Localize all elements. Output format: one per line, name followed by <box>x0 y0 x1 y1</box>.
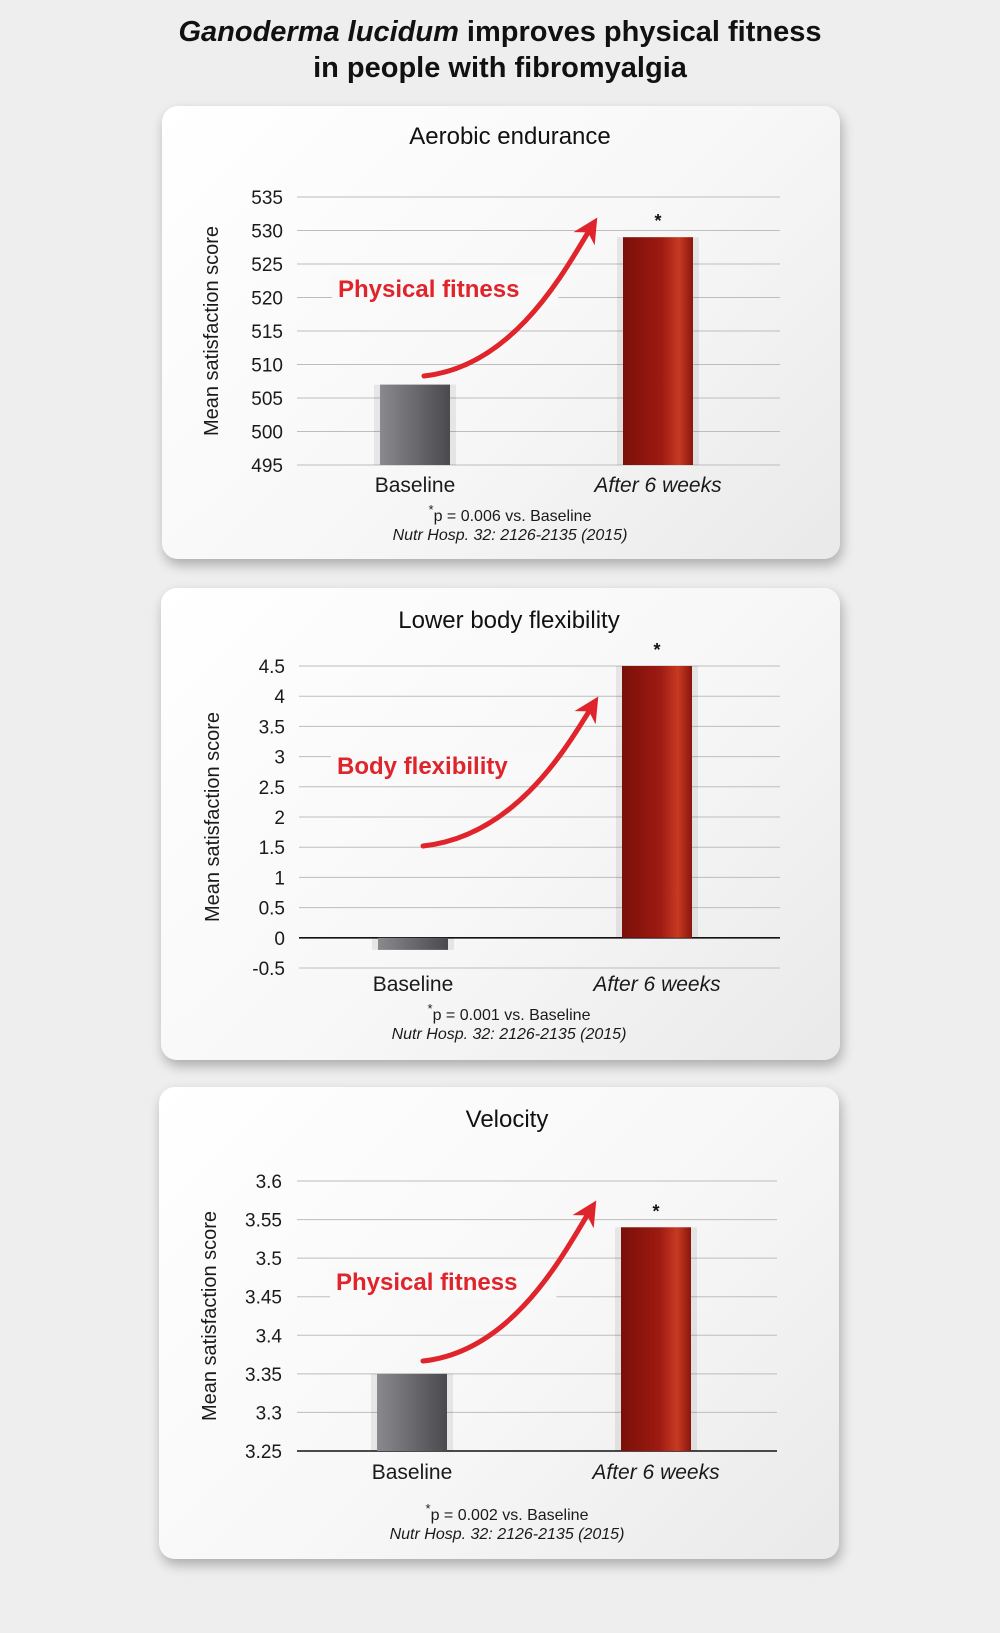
y-axis-label: Mean satisfaction score <box>202 712 224 922</box>
y-tick-label: 3.35 <box>245 1365 282 1386</box>
x-label-baseline: Baseline <box>373 973 454 996</box>
y-tick-label: 520 <box>251 289 283 310</box>
y-tick-label: 3.5 <box>256 1249 282 1270</box>
trend-arrow <box>421 217 598 379</box>
y-axis-label: Mean satisfaction score <box>199 1211 221 1421</box>
y-tick-label: 1 <box>274 868 285 889</box>
annotation-background <box>332 275 559 305</box>
y-tick-label: 3 <box>274 748 285 769</box>
y-tick-label: 3.25 <box>245 1442 282 1463</box>
y-tick-label: 3.55 <box>245 1211 282 1232</box>
bar-after-6-weeks <box>622 666 692 938</box>
y-axis-label: Mean satisfaction score <box>201 226 223 436</box>
trend-arrow <box>420 1200 597 1364</box>
velocity-chart: Velocity Mean satisfaction score 3.25 3.3 3.… <box>199 1106 777 1543</box>
annotation-label: Body flexibility <box>337 753 508 780</box>
bar-baseline <box>378 937 448 950</box>
species-name: Ganoderma lucidum <box>178 16 459 48</box>
y-tick-label: 1.5 <box>259 838 285 859</box>
bar-after-6-weeks <box>623 237 693 465</box>
aerobic-endurance-panel: Aerobic endurance Mean satisfaction score… <box>162 106 840 559</box>
page-title-line-2: in people with fibromyalgia <box>313 52 687 84</box>
x-label-after-6-weeks: After 6 weeks <box>592 474 722 497</box>
bar-baseline <box>377 1373 447 1451</box>
trend-arrow <box>420 696 599 849</box>
y-tick-label: 4 <box>274 687 285 708</box>
y-tick-label: 500 <box>251 423 283 444</box>
y-tick-label: 4.5 <box>259 657 285 678</box>
y-tick-label: 525 <box>251 255 283 276</box>
p-value-note: *p = 0.001 vs. Baseline <box>428 1001 591 1025</box>
p-value-note: *p = 0.006 vs. Baseline <box>429 502 592 526</box>
annotation-label: Physical fitness <box>336 1269 517 1296</box>
lower-body-flexibility-panel: Lower body flexibility Mean satisfaction … <box>161 588 840 1060</box>
y-tick-label: 2 <box>274 808 285 829</box>
chart-title: Velocity <box>466 1106 549 1133</box>
x-label-after-6-weeks: After 6 weeks <box>590 1461 720 1484</box>
y-tick-label: 505 <box>251 389 283 410</box>
p-value-star: * <box>426 1501 431 1516</box>
p-value-text: p = 0.002 vs. Baseline <box>431 1507 589 1524</box>
y-tick-label: 2.5 <box>259 778 285 799</box>
page-title-line-1: Ganoderma lucidum improves physical fitn… <box>0 14 1000 50</box>
y-tick-label: 495 <box>251 456 283 477</box>
velocity-panel: Velocity Mean satisfaction score 3.25 3.3 3.… <box>159 1087 839 1559</box>
y-tick-label: 510 <box>251 356 283 377</box>
chart-title: Aerobic endurance <box>409 123 610 150</box>
y-tick-label: 535 <box>251 188 283 209</box>
significance-marker: * <box>653 640 660 660</box>
bar-after-6-weeks <box>621 1227 691 1451</box>
chart-title: Lower body flexibility <box>398 607 619 634</box>
bar-baseline <box>380 384 450 465</box>
significance-marker: * <box>652 1201 659 1221</box>
annotation-label: Physical fitness <box>338 276 519 303</box>
annotation-background <box>330 1268 557 1298</box>
p-value-text: p = 0.001 vs. Baseline <box>433 1007 591 1024</box>
page-title: Ganoderma lucidum improves physical fitn… <box>0 14 1000 86</box>
y-tick-label: 3.3 <box>256 1403 282 1424</box>
x-label-baseline: Baseline <box>372 1461 453 1484</box>
y-tick-label: 0.5 <box>259 899 285 920</box>
x-label-baseline: Baseline <box>375 474 456 497</box>
y-tick-label: 515 <box>251 322 283 343</box>
y-tick-label: 3.6 <box>256 1172 282 1193</box>
y-tick-label: 3.45 <box>245 1288 282 1309</box>
x-label-after-6-weeks: After 6 weeks <box>591 973 721 996</box>
p-value-star: * <box>429 502 434 517</box>
significance-marker: * <box>654 211 661 231</box>
y-tick-label: 3.5 <box>259 717 285 738</box>
aerobic-endurance-chart: Aerobic endurance Mean satisfaction score… <box>201 123 780 544</box>
citation: Nutr Hosp. 32: 2126-2135 (2015) <box>390 1526 625 1543</box>
p-value-note: *p = 0.002 vs. Baseline <box>426 1501 589 1525</box>
y-tick-label: 3.4 <box>256 1326 283 1347</box>
page-title-rest: improves physical fitness <box>458 16 822 48</box>
y-tick-label: 0 <box>274 929 285 950</box>
p-value-text: p = 0.006 vs. Baseline <box>434 508 592 525</box>
lower-body-flexibility-chart: Lower body flexibility Mean satisfaction … <box>202 607 780 1043</box>
citation: Nutr Hosp. 32: 2126-2135 (2015) <box>392 1026 627 1043</box>
citation: Nutr Hosp. 32: 2126-2135 (2015) <box>393 527 628 544</box>
y-tick-label: 530 <box>251 222 283 243</box>
p-value-star: * <box>428 1001 433 1016</box>
y-tick-label: -0.5 <box>252 959 285 980</box>
annotation-background <box>331 752 558 782</box>
